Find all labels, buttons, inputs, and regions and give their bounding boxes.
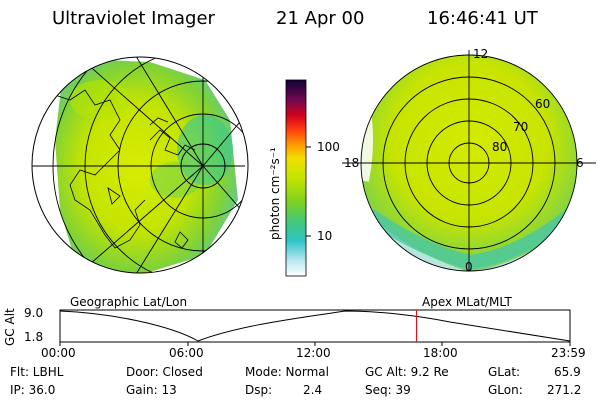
geographic-image xyxy=(31,56,249,274)
time-tick-2359: 23:59 xyxy=(551,346,586,360)
apex-caption: Apex MLat/MLT xyxy=(422,295,512,309)
gc-altitude-status: GC Alt: 9.2 Re xyxy=(365,365,449,379)
altitude-curve xyxy=(59,310,571,342)
colorbar-tick-100: 100 xyxy=(317,140,340,154)
time-tick-1800: 18:00 xyxy=(423,346,458,360)
app-title: Ultraviolet Imager xyxy=(52,8,215,29)
mlat-label-80: 80 xyxy=(492,140,508,154)
filter-status: Flt: LBHL xyxy=(10,365,64,379)
time-tick-0000: 00:00 xyxy=(41,346,76,360)
mlt-label-18: 18 xyxy=(344,156,360,170)
time-label: 16:46:41 UT xyxy=(427,8,538,29)
altitude-tick-low: 1.8 xyxy=(24,330,44,344)
dsp-value: 2.4 xyxy=(303,383,323,397)
glon-label: GLon: xyxy=(488,383,523,397)
altitude-plot xyxy=(59,309,571,346)
mlat-label-60: 60 xyxy=(535,97,551,111)
glon-value: 271.2 xyxy=(547,383,582,397)
colorbar-tick-10: 10 xyxy=(317,229,333,243)
time-tick-0600: 06:00 xyxy=(169,346,204,360)
door-status: Door: Closed xyxy=(126,365,203,379)
colorbar-unit-label: photon cm⁻²s⁻¹ xyxy=(268,147,282,240)
mlt-label-0: 0 xyxy=(465,260,473,274)
geographic-caption: Geographic Lat/Lon xyxy=(70,295,188,309)
dsp-label: Dsp: xyxy=(245,383,273,397)
glat-label: GLat: xyxy=(488,365,521,379)
time-tick-1200: 12:00 xyxy=(296,346,331,360)
mlt-label-6: 6 xyxy=(576,156,584,170)
altitude-axis-label: GC Alt xyxy=(3,308,17,346)
mlt-label-12: 12 xyxy=(473,47,489,61)
gain-status: Gain: 13 xyxy=(126,383,177,397)
colorbar xyxy=(285,79,311,277)
mlat-label-70: 70 xyxy=(513,120,529,134)
mode-status: Mode: Normal xyxy=(245,365,329,379)
glat-value: 65.9 xyxy=(554,365,581,379)
date-label: 21 Apr 00 xyxy=(276,8,365,29)
altitude-tick-high: 9.0 xyxy=(24,306,44,320)
magnetic-image xyxy=(342,50,596,272)
ip-status: IP: 36.0 xyxy=(10,383,56,397)
sequence-status: Seq: 39 xyxy=(365,383,411,397)
